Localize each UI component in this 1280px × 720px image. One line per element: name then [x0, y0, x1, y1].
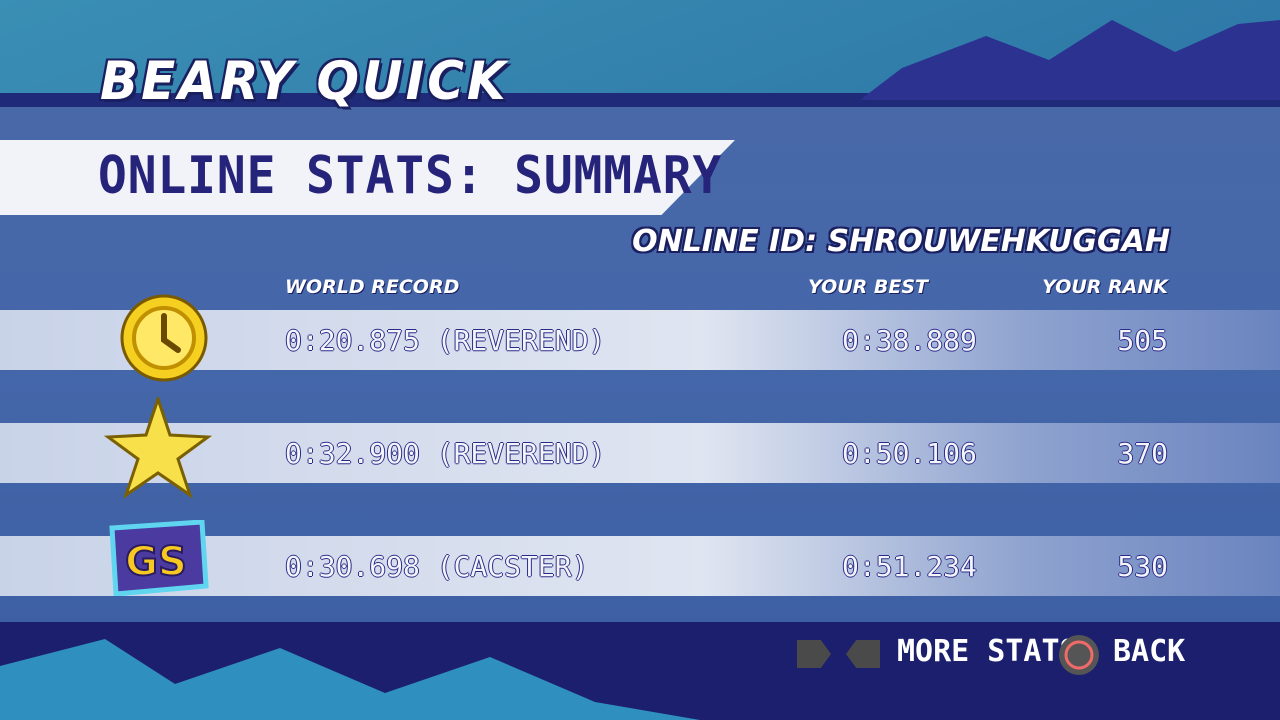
- your-rank-cell: 530: [1117, 550, 1168, 583]
- table-row: 0:30.698 (CACSTER) 0:51.234 530: [0, 536, 1280, 596]
- your-best-cell: 0:51.234: [842, 550, 977, 583]
- your-best-cell: 0:38.889: [842, 324, 977, 357]
- online-id: ONLINE ID: SHROUWEHKUGGAH: [632, 224, 1170, 259]
- gs-badge-icon: GS: [109, 520, 209, 596]
- world-record-cell: 0:30.698 (CACSTER): [285, 550, 589, 583]
- header-your-rank: YOUR RANK: [1042, 276, 1168, 298]
- your-rank-cell: 370: [1117, 437, 1168, 470]
- svg-text:GS: GS: [125, 539, 187, 585]
- screen-title: ONLINE STATS: SUMMARY: [98, 146, 723, 206]
- decor-shard: [860, 20, 1280, 100]
- circle-button-icon[interactable]: [1058, 634, 1100, 676]
- back-label[interactable]: BACK: [1113, 634, 1186, 669]
- table-row: 0:32.900 (REVEREND) 0:50.106 370: [0, 423, 1280, 483]
- game-title: BEARY QUICK: [100, 50, 509, 112]
- title-banner: [0, 140, 735, 215]
- star-icon: [104, 397, 212, 499]
- header-your-best: YOUR BEST: [808, 276, 929, 298]
- more-stats-label[interactable]: MORE STATS: [897, 634, 1078, 669]
- world-record-cell: 0:32.900 (REVEREND): [285, 437, 606, 470]
- header-world-record: WORLD RECORD: [285, 276, 460, 298]
- your-rank-cell: 505: [1117, 324, 1168, 357]
- clock-icon: [120, 294, 208, 382]
- world-record-cell: 0:20.875 (REVEREND): [285, 324, 606, 357]
- your-best-cell: 0:50.106: [842, 437, 977, 470]
- table-row: 0:20.875 (REVEREND) 0:38.889 505: [0, 310, 1280, 370]
